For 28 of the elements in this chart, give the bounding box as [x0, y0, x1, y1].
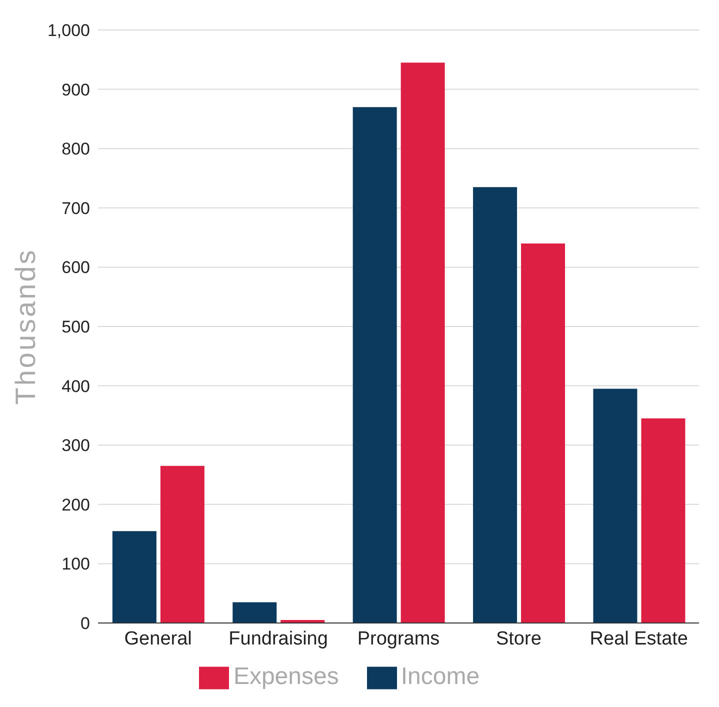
bar	[232, 602, 277, 623]
legend-label: Income	[400, 663, 480, 690]
x-tick-label: Store	[496, 628, 542, 650]
x-tick-label: Real Estate	[590, 628, 688, 650]
y-tick-label: 100	[62, 554, 90, 574]
bar	[160, 466, 204, 623]
y-tick-label: 900	[62, 80, 90, 100]
y-axis-title: Thousands	[10, 248, 41, 405]
y-tick-label: 300	[62, 436, 90, 456]
y-tick-label: 0	[80, 614, 90, 634]
bar	[473, 187, 518, 623]
y-tick-label: 400	[62, 376, 90, 396]
x-tick-label: Programs	[357, 628, 440, 650]
bar	[352, 107, 397, 623]
bar	[400, 62, 445, 623]
y-tick-label: 600	[62, 258, 90, 278]
bar	[521, 243, 566, 623]
bar	[641, 418, 686, 623]
y-tick-label: 500	[62, 318, 90, 337]
legend-label: Expenses	[233, 663, 339, 690]
x-tick-label: General	[124, 628, 192, 650]
y-tick-label: 200	[62, 495, 90, 514]
y-tick-label: 1,000	[47, 21, 90, 40]
bar	[112, 531, 156, 623]
y-tick-label: 700	[62, 198, 90, 218]
x-tick-label: Fundraising	[228, 628, 328, 650]
bar	[593, 388, 638, 623]
y-tick-label: 800	[62, 140, 90, 159]
